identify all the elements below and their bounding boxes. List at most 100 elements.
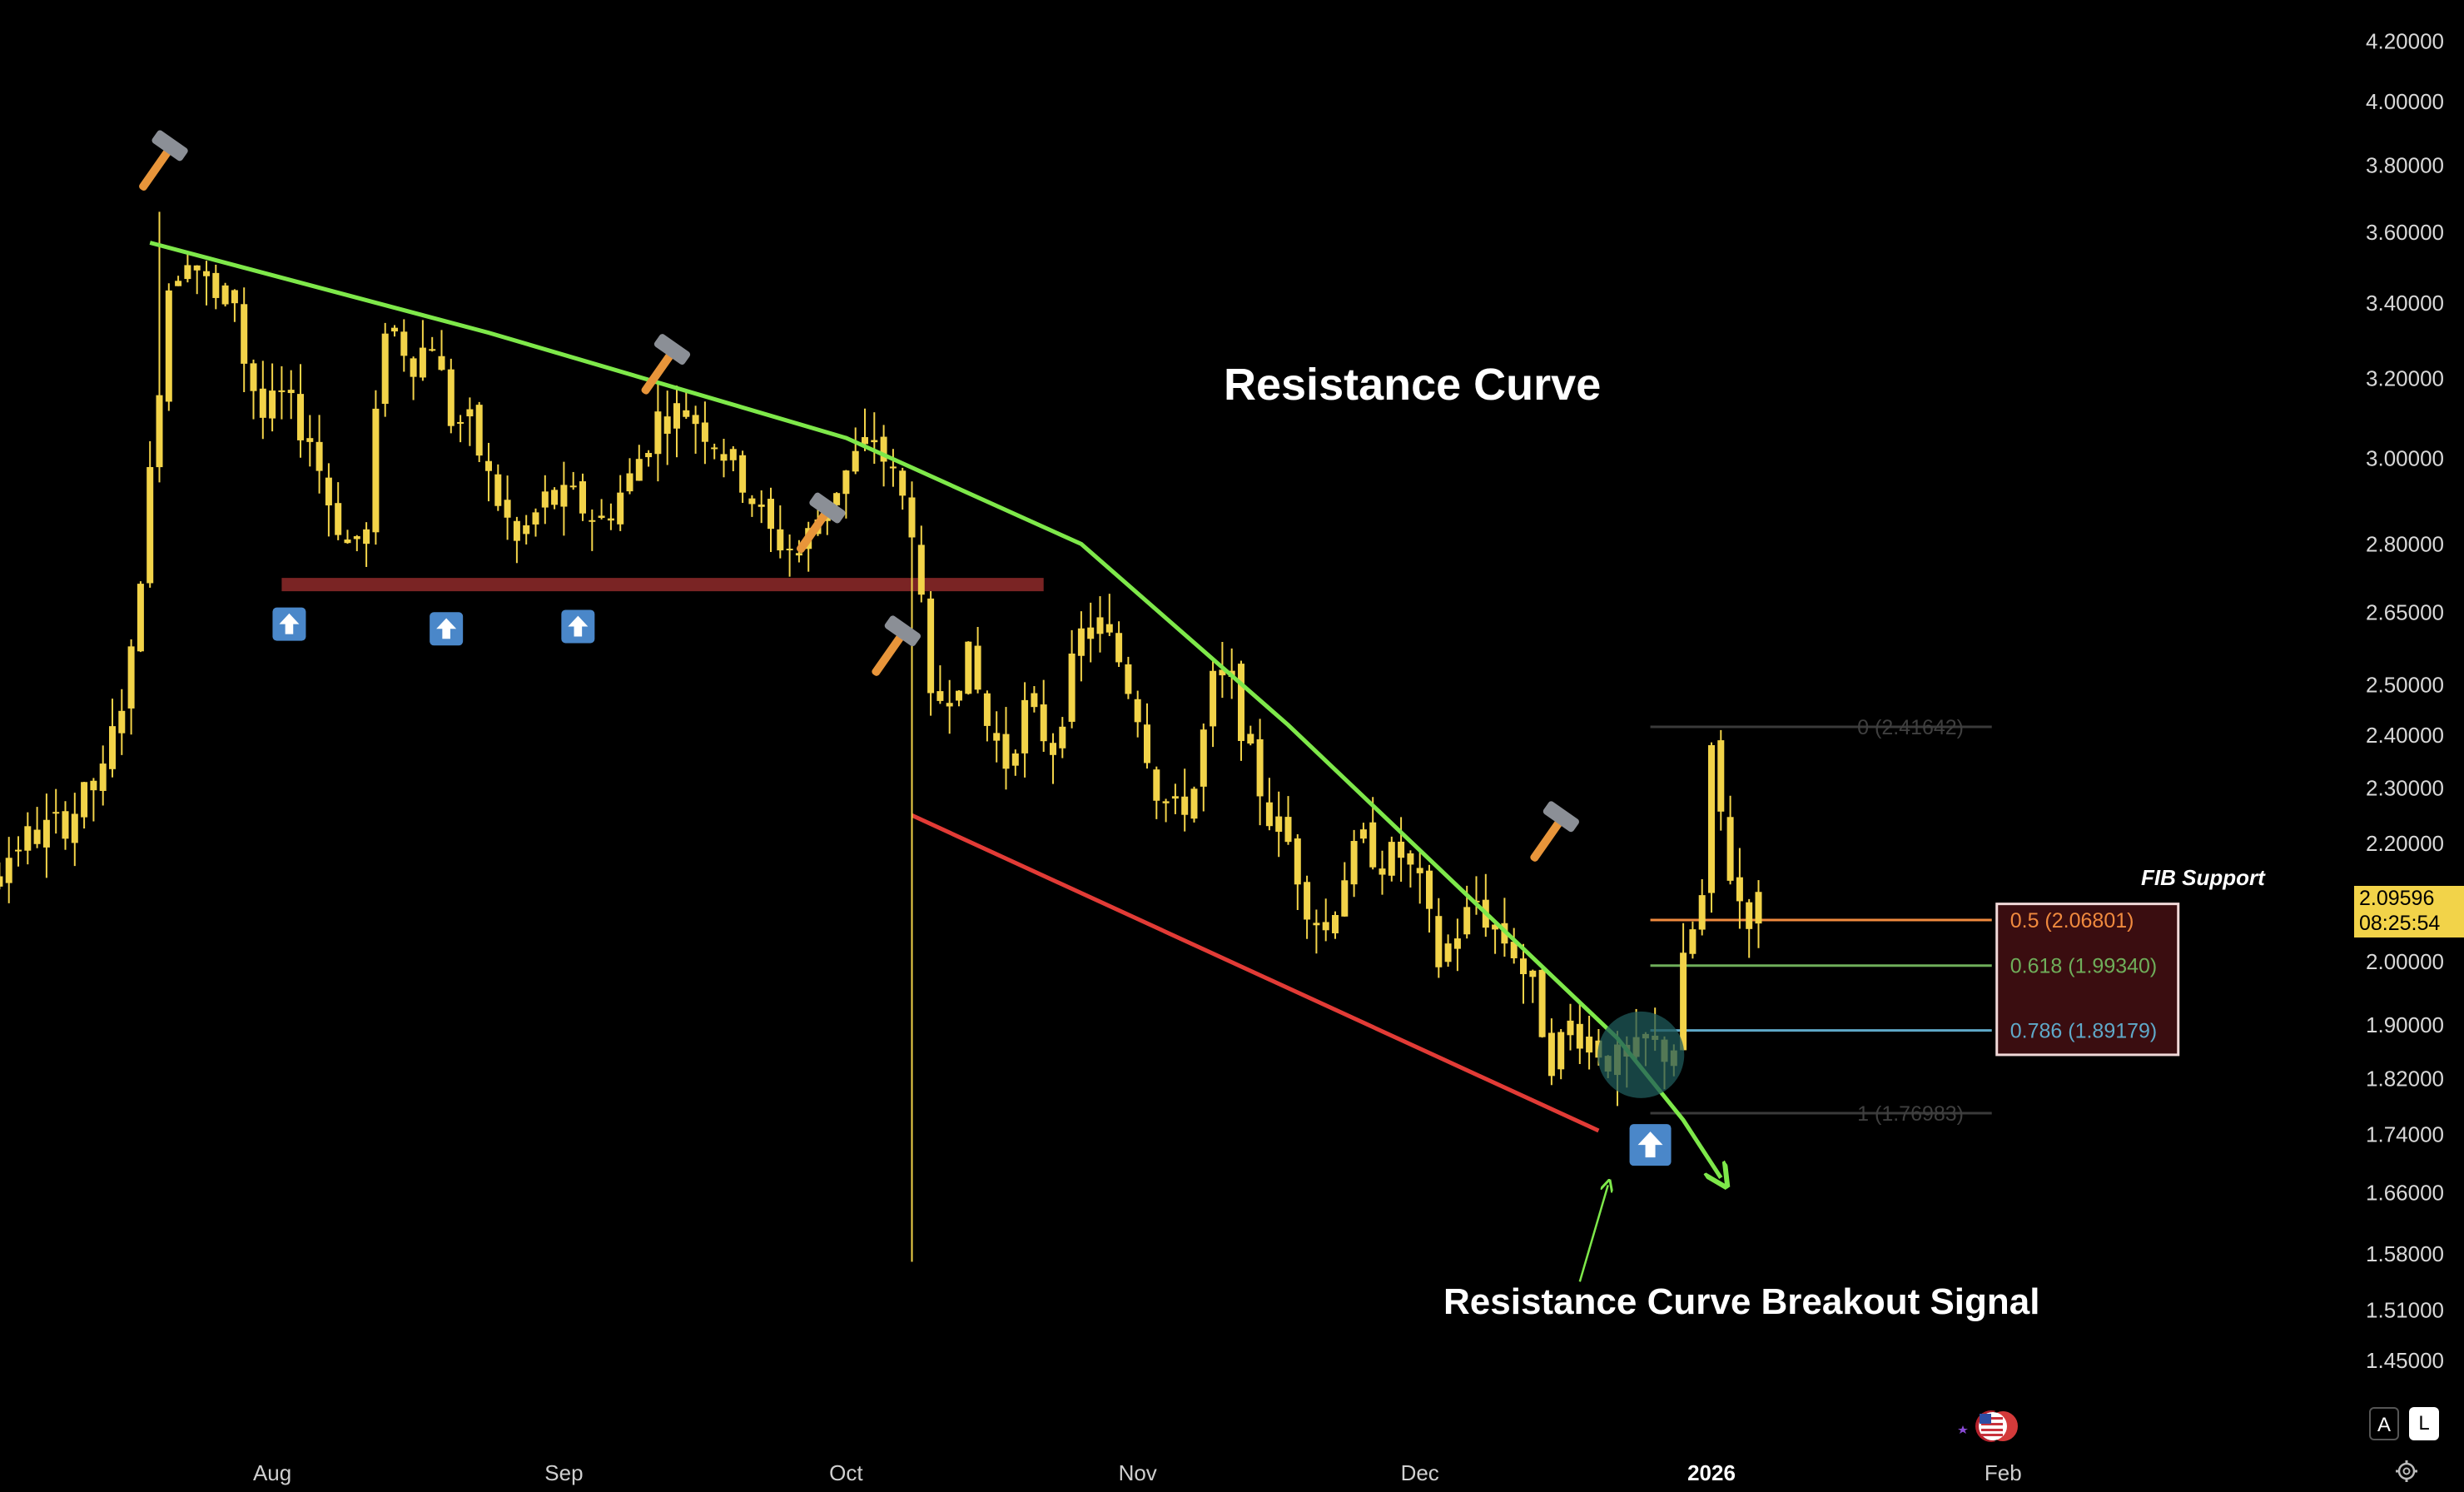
candle-body	[1698, 895, 1706, 930]
candle-body	[447, 369, 455, 426]
candle-body	[1294, 838, 1301, 885]
candle-body	[419, 347, 426, 378]
candle-body	[1538, 969, 1546, 1037]
candle-body	[494, 474, 502, 506]
candle-body	[1125, 664, 1132, 694]
candle-body	[1153, 769, 1160, 801]
candle-body	[711, 447, 718, 450]
candle-body	[1068, 653, 1076, 722]
candle-body	[1388, 842, 1395, 876]
x-axis: JulAugSepOctNovDec2026Feb	[253, 1460, 2022, 1485]
resistance-curve-label: Resistance Curve	[1224, 360, 1601, 410]
candle-body	[0, 876, 3, 887]
candle-body	[758, 505, 765, 507]
y-tick-label: 2.30000	[2366, 776, 2444, 801]
candle-body	[626, 473, 633, 492]
candle-body	[795, 553, 802, 556]
candle-body	[1359, 829, 1367, 839]
fib-level-label: 0.786 (1.89179)	[2010, 1020, 2158, 1043]
candle-body	[71, 813, 78, 843]
x-tick-label: Dec	[1401, 1460, 1439, 1485]
candle-body	[184, 265, 191, 280]
candle-body	[475, 405, 483, 456]
candle-body	[917, 545, 925, 595]
fib-level-label: 0 (2.41642)	[1857, 716, 1964, 739]
gear-icon[interactable]	[2394, 1459, 2419, 1484]
candle-body	[1210, 670, 1217, 727]
breakout-pointer-arrow	[1578, 1185, 1608, 1282]
candle-body	[1510, 942, 1518, 958]
candle-body	[579, 481, 586, 514]
candle-body	[504, 500, 511, 518]
breakout-highlight	[1597, 1011, 1685, 1098]
candle-body	[52, 812, 60, 814]
candle-body	[617, 492, 624, 525]
candle-body	[1586, 1037, 1593, 1053]
candle-body	[692, 415, 699, 425]
candle-body	[1492, 924, 1499, 930]
candle-body	[523, 525, 530, 535]
candle-body	[1369, 822, 1377, 868]
flag-icon[interactable]	[1955, 1409, 2021, 1444]
hammer-handle	[1530, 818, 1563, 862]
log-scale-button[interactable]: L	[2409, 1407, 2439, 1440]
candle-body	[1096, 617, 1104, 634]
y-axis: 4.20000 4.00000 3.80000 3.60000 3.40000 3.200…	[2366, 28, 2444, 1373]
candle-body	[777, 529, 784, 551]
candle-body	[221, 285, 229, 305]
candle-body	[344, 539, 351, 544]
x-tick-label: Feb	[1985, 1460, 2022, 1485]
candle-body	[429, 349, 436, 351]
overlays-front	[139, 130, 1721, 1282]
fib-level-label: 0.618 (1.99340)	[2010, 955, 2158, 978]
candle-body	[1407, 853, 1414, 865]
candle-body	[175, 281, 182, 286]
candle-body	[1021, 699, 1029, 753]
candle-body	[729, 449, 737, 460]
candle-body	[1238, 664, 1244, 741]
candle-body	[1717, 740, 1725, 812]
candle-body	[109, 726, 116, 769]
auto-scale-button[interactable]: A	[2369, 1407, 2399, 1440]
candle-body	[541, 491, 549, 508]
candle-body	[1284, 817, 1292, 843]
candle-body	[1567, 1020, 1574, 1036]
y-tick-label: 4.20000	[2366, 28, 2444, 53]
lower-trend-line	[911, 813, 1600, 1133]
hammer-head	[152, 130, 188, 162]
y-tick-label: 2.80000	[2366, 531, 2444, 556]
hammer-head	[809, 492, 846, 524]
y-tick-label: 3.00000	[2366, 446, 2444, 471]
y-tick-label: 4.00000	[2366, 89, 2444, 114]
candle-body	[297, 394, 304, 440]
candle-body	[391, 327, 398, 332]
candle-body	[701, 422, 708, 442]
y-tick-label: 3.40000	[2366, 291, 2444, 316]
up-arrow-icon	[279, 613, 300, 634]
candle-body	[466, 409, 474, 417]
candle-body	[400, 331, 408, 356]
candle-body	[165, 290, 172, 402]
candle-body	[137, 584, 144, 652]
hammer-icon	[1530, 801, 1579, 862]
candle-body	[24, 826, 32, 851]
candle-body	[1463, 907, 1471, 935]
y-tick-label: 3.80000	[2366, 152, 2444, 177]
y-tick-label: 1.90000	[2366, 1012, 2444, 1037]
candle-body	[1219, 669, 1226, 676]
candle-body	[1050, 743, 1056, 755]
candle-body	[1190, 788, 1198, 819]
candle-body	[81, 782, 88, 818]
candle-body	[1680, 952, 1687, 1051]
x-tick-label: Oct	[829, 1460, 863, 1485]
fib-level-label: 1 (1.76983)	[1857, 1102, 1964, 1126]
candle-body	[645, 453, 653, 458]
candle-body	[768, 499, 774, 530]
x-tick-label: Sep	[544, 1460, 583, 1485]
candle-body	[1379, 868, 1386, 875]
candle-body	[663, 416, 671, 434]
candle-body	[1256, 739, 1264, 797]
candle-body	[1398, 841, 1405, 858]
candle-body	[363, 529, 370, 545]
